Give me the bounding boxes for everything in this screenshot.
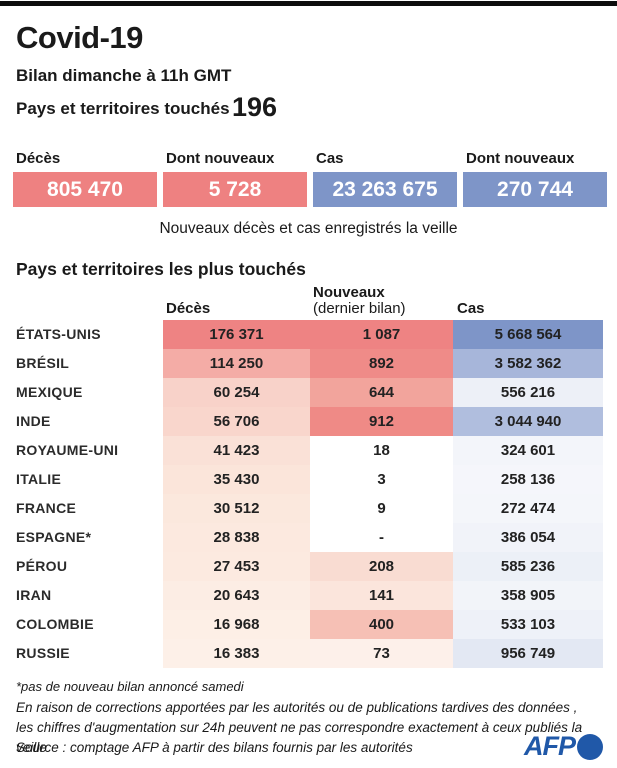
new-cases-cell: - bbox=[310, 523, 453, 552]
summary-new-deaths-value: 5 728 bbox=[163, 172, 307, 207]
summary-cases-label: Cas bbox=[316, 150, 344, 167]
country-name: ROYAUME-UNI bbox=[16, 442, 119, 458]
summary-new-deaths: Dont nouveaux 5 728 bbox=[163, 150, 307, 207]
summary-cases: Cas 23 263 675 bbox=[313, 150, 457, 207]
deaths-cell: 114 250 bbox=[163, 349, 310, 378]
country-name: COLOMBIE bbox=[16, 616, 94, 632]
table-row: ESPAGNE* 28 838 - 386 054 bbox=[0, 523, 617, 552]
new-cases-cell: 644 bbox=[310, 378, 453, 407]
country-name: BRÉSIL bbox=[16, 355, 70, 371]
afp-logo-circle-icon bbox=[577, 733, 603, 760]
new-cases-cell: 892 bbox=[310, 349, 453, 378]
cases-cell: 956 749 bbox=[453, 639, 603, 668]
country-table-body: ÉTATS-UNIS 176 371 1 087 5 668 564 BRÉSI… bbox=[0, 320, 617, 668]
country-name: ITALIE bbox=[16, 471, 62, 487]
report-time: Bilan dimanche à 11h GMT bbox=[16, 66, 232, 85]
country-name: ESPAGNE* bbox=[16, 529, 92, 545]
summary-new-cases-value: 270 744 bbox=[463, 172, 607, 207]
deaths-cell: 20 643 bbox=[163, 581, 310, 610]
new-cases-cell: 141 bbox=[310, 581, 453, 610]
asterisk-footnote: *pas de nouveau bilan annoncé samedi bbox=[16, 679, 244, 694]
new-cases-cell: 912 bbox=[310, 407, 453, 436]
table-row: MEXIQUE 60 254 644 556 216 bbox=[0, 378, 617, 407]
table-row: INDE 56 706 912 3 044 940 bbox=[0, 407, 617, 436]
new-cases-cell: 1 087 bbox=[310, 320, 453, 349]
table-row: IRAN 20 643 141 358 905 bbox=[0, 581, 617, 610]
deaths-cell: 176 371 bbox=[163, 320, 310, 349]
new-cases-cell: 208 bbox=[310, 552, 453, 581]
deaths-cell: 60 254 bbox=[163, 378, 310, 407]
affected-territories-count: 196 bbox=[232, 92, 278, 122]
table-row: BRÉSIL 114 250 892 3 582 362 bbox=[0, 349, 617, 378]
table-row: FRANCE 30 512 9 272 474 bbox=[0, 494, 617, 523]
table-row: COLOMBIE 16 968 400 533 103 bbox=[0, 610, 617, 639]
table-row: ROYAUME-UNI 41 423 18 324 601 bbox=[0, 436, 617, 465]
deaths-cell: 16 968 bbox=[163, 610, 310, 639]
table-title: Pays et territoires les plus touchés bbox=[16, 259, 306, 279]
afp-logo: AFP bbox=[524, 731, 603, 762]
cases-cell: 585 236 bbox=[453, 552, 603, 581]
table-row: ITALIE 35 430 3 258 136 bbox=[0, 465, 617, 494]
affected-territories-label: Pays et territoires touchés bbox=[16, 99, 230, 118]
country-name: IRAN bbox=[16, 587, 52, 603]
column-header-new-line1: Nouveaux bbox=[313, 284, 385, 301]
cases-cell: 324 601 bbox=[453, 436, 603, 465]
summary-caption: Nouveaux décès et cas enregistrés la vei… bbox=[159, 220, 458, 237]
cases-cell: 272 474 bbox=[453, 494, 603, 523]
deaths-cell: 28 838 bbox=[163, 523, 310, 552]
deaths-cell: 16 383 bbox=[163, 639, 310, 668]
summary-new-cases-label: Dont nouveaux bbox=[466, 150, 575, 167]
summary-cases-value: 23 263 675 bbox=[313, 172, 457, 207]
cases-cell: 5 668 564 bbox=[453, 320, 603, 349]
country-name: MEXIQUE bbox=[16, 384, 83, 400]
column-header-deaths: Décès bbox=[166, 300, 211, 317]
deaths-cell: 27 453 bbox=[163, 552, 310, 581]
new-cases-cell: 18 bbox=[310, 436, 453, 465]
summary-new-deaths-label: Dont nouveaux bbox=[166, 150, 275, 167]
deaths-cell: 56 706 bbox=[163, 407, 310, 436]
summary-new-cases: Dont nouveaux 270 744 bbox=[463, 150, 607, 207]
afp-logo-text: AFP bbox=[524, 731, 576, 761]
cases-cell: 556 216 bbox=[453, 378, 603, 407]
summary-deaths-value: 805 470 bbox=[13, 172, 157, 207]
deaths-cell: 41 423 bbox=[163, 436, 310, 465]
new-cases-cell: 9 bbox=[310, 494, 453, 523]
country-name: ÉTATS-UNIS bbox=[16, 326, 101, 342]
deaths-cell: 35 430 bbox=[163, 465, 310, 494]
deaths-cell: 30 512 bbox=[163, 494, 310, 523]
table-row: RUSSIE 16 383 73 956 749 bbox=[0, 639, 617, 668]
cases-cell: 3 044 940 bbox=[453, 407, 603, 436]
country-name: PÉROU bbox=[16, 558, 68, 574]
cases-cell: 258 136 bbox=[453, 465, 603, 494]
cases-cell: 386 054 bbox=[453, 523, 603, 552]
table-row: ÉTATS-UNIS 176 371 1 087 5 668 564 bbox=[0, 320, 617, 349]
country-name: FRANCE bbox=[16, 500, 77, 516]
country-name: INDE bbox=[16, 413, 51, 429]
cases-cell: 3 582 362 bbox=[453, 349, 603, 378]
source-line: Source : comptage AFP à partir des bilan… bbox=[16, 740, 413, 755]
cases-cell: 358 905 bbox=[453, 581, 603, 610]
summary-deaths: Décès 805 470 bbox=[13, 150, 157, 207]
summary-deaths-label: Décès bbox=[16, 150, 61, 167]
correction-note: En raison de corrections apportées par l… bbox=[16, 700, 583, 755]
cases-cell: 533 103 bbox=[453, 610, 603, 639]
column-header-new-line2: (dernier bilan) bbox=[313, 300, 406, 317]
top-black-bar bbox=[0, 1, 617, 6]
new-cases-cell: 3 bbox=[310, 465, 453, 494]
page-title: Covid-19 bbox=[16, 20, 143, 55]
new-cases-cell: 73 bbox=[310, 639, 453, 668]
table-row: PÉROU 27 453 208 585 236 bbox=[0, 552, 617, 581]
country-name: RUSSIE bbox=[16, 645, 70, 661]
new-cases-cell: 400 bbox=[310, 610, 453, 639]
column-header-cases: Cas bbox=[457, 300, 485, 317]
